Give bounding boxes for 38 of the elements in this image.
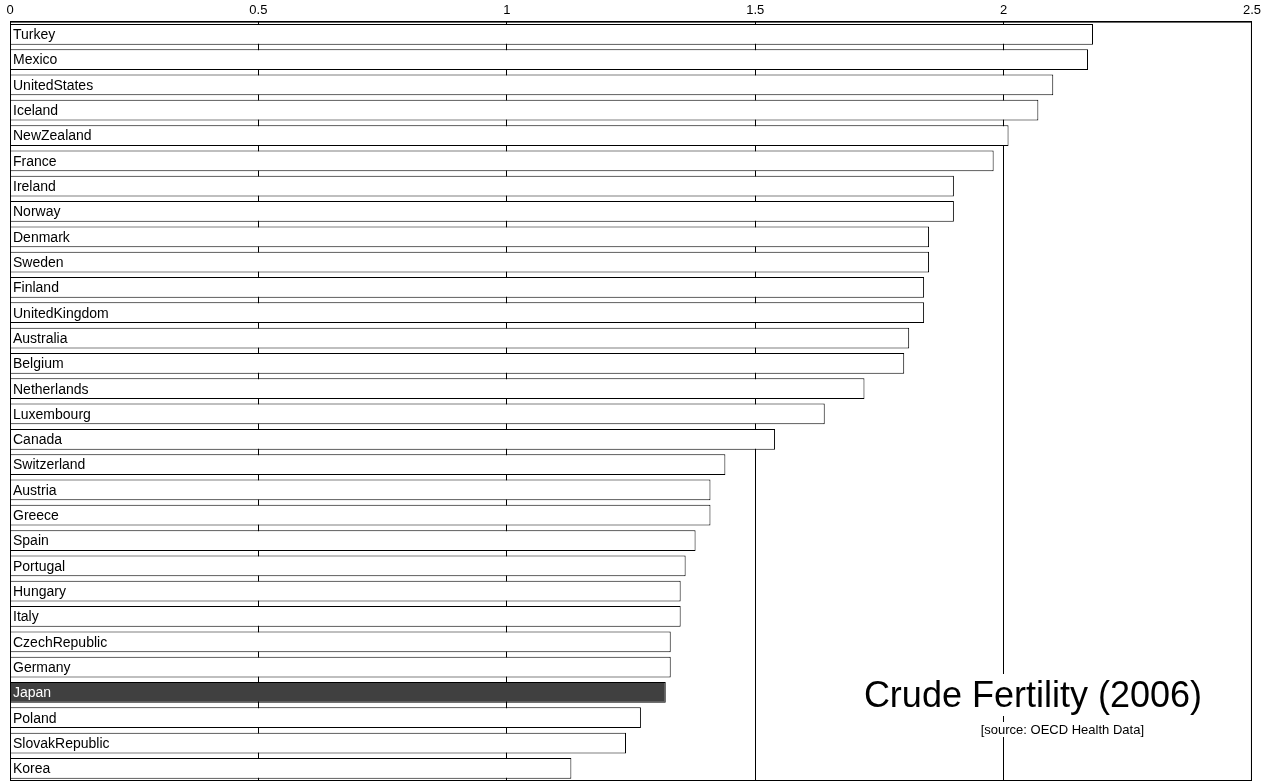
y-tick-label: UnitedStates xyxy=(13,76,94,93)
y-tick-label: Australia xyxy=(13,329,68,346)
y-tick-label: Hungary xyxy=(13,583,66,600)
y-tick-label: Finland xyxy=(13,279,59,296)
x-tick-label: 2.5 xyxy=(1242,2,1261,18)
y-tick-label: Luxembourg xyxy=(13,405,91,422)
y-tick-label: NewZealand xyxy=(13,127,92,144)
y-tick-label: Canada xyxy=(13,431,63,448)
y-tick-label: Switzerland xyxy=(13,456,86,473)
y-tick-label: CzechRepublic xyxy=(13,633,108,650)
y-tick-label: UnitedKingdom xyxy=(13,304,109,321)
x-tick-label: 0.5 xyxy=(249,2,268,18)
y-tick-label: Italy xyxy=(13,608,39,625)
y-tick-label: Korea xyxy=(13,760,51,777)
y-tick-label: Norway xyxy=(13,203,61,220)
y-tick-label: Iceland xyxy=(13,102,59,119)
y-tick-label: Netherlands xyxy=(13,380,89,397)
y-tick-label: SlovakRepublic xyxy=(13,734,110,751)
y-tick-label: Japan xyxy=(13,684,52,701)
y-tick-label: France xyxy=(13,152,57,169)
y-tick-label: Spain xyxy=(13,532,49,549)
y-tick-label: Denmark xyxy=(13,228,71,245)
y-tick-label: Greece xyxy=(13,507,60,524)
y-tick-label: Mexico xyxy=(13,51,58,68)
y-tick-label: Belgium xyxy=(13,355,64,372)
y-tick-label: Portugal xyxy=(13,557,66,574)
y-tick-label: Austria xyxy=(13,481,57,498)
x-tick-label: 2 xyxy=(999,2,1008,18)
y-tick-label: Ireland xyxy=(13,178,56,194)
y-tick-label: Poland xyxy=(13,709,57,726)
x-tick-label: 0 xyxy=(6,2,14,18)
x-tick-label: 1 xyxy=(503,2,511,18)
y-tick-label: Germany xyxy=(13,658,71,675)
text: Crude Fertility (2006) xyxy=(863,674,1202,716)
y-tick-label: Turkey xyxy=(13,26,56,43)
annotation: [source: OECD Health Data] xyxy=(980,722,1144,737)
x-tick-label: 1.5 xyxy=(746,2,765,18)
y-tick-label: Sweden xyxy=(13,253,64,270)
